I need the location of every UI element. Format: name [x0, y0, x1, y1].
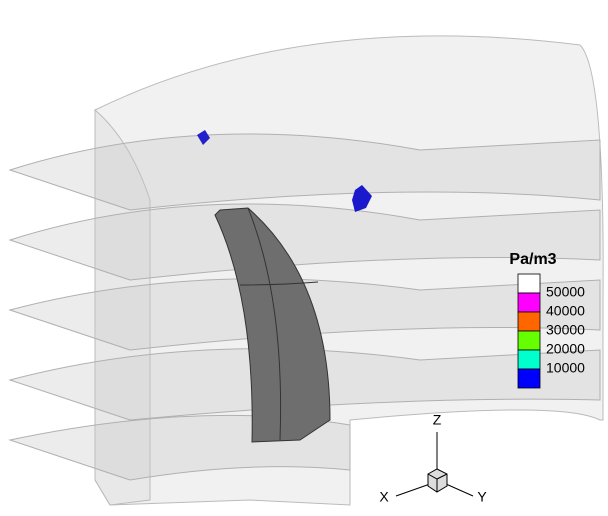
legend-label: 30000: [546, 322, 585, 338]
legend-swatch: [517, 368, 541, 389]
axis-label: Z: [433, 412, 442, 428]
front-face: [94, 108, 151, 506]
legend-swatch: [517, 311, 541, 332]
blob: [197, 130, 210, 145]
axis-label: X: [379, 489, 389, 505]
legend-label: 50000: [546, 284, 585, 300]
legend-swatch: [517, 273, 541, 294]
model: [8, 35, 604, 506]
legend-swatch: [517, 349, 541, 370]
legend-swatch: [517, 330, 541, 351]
legend-title: Pa/m3: [509, 251, 556, 268]
legend: Pa/m3 50000 40000 30000 20000 10000: [509, 251, 585, 389]
axis-label: Y: [477, 489, 487, 505]
blob: [352, 185, 372, 212]
legend-label: 10000: [546, 360, 585, 376]
outer-shell: [94, 35, 604, 506]
axis-triad: Z X Y: [379, 412, 487, 505]
legend-label: 20000: [546, 341, 585, 357]
blade: [214, 207, 331, 443]
legend-swatch: [517, 292, 541, 313]
legend-label: 40000: [546, 303, 585, 319]
